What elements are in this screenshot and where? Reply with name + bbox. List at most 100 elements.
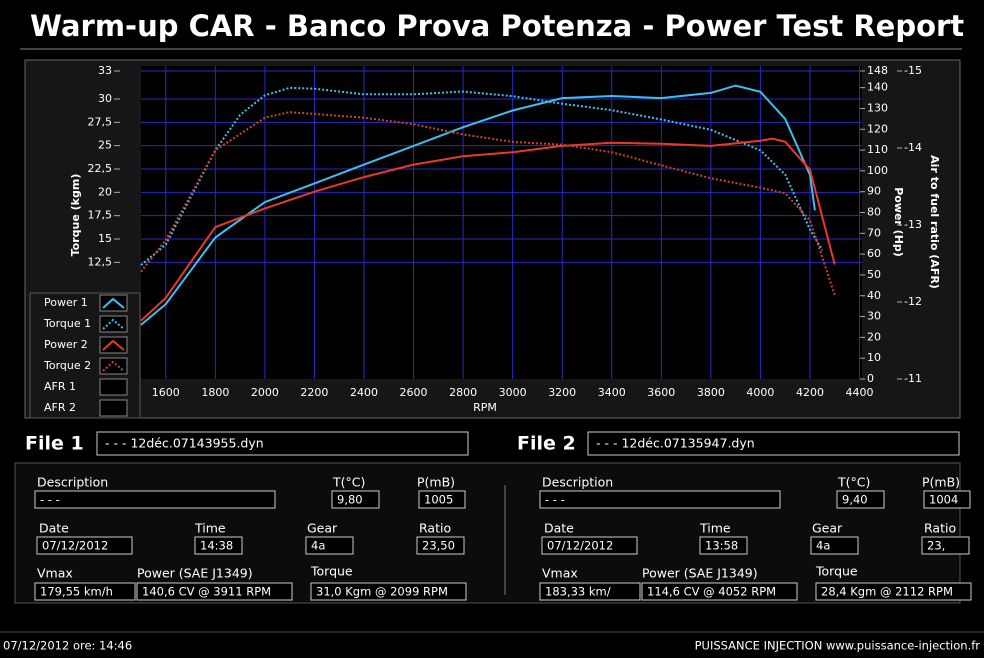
legend-swatch	[99, 378, 128, 396]
y2-tick-label: 50	[867, 268, 881, 281]
series-line	[140, 84, 816, 326]
y2-tick-label: 40	[867, 289, 881, 302]
y2-tick-label: 0	[867, 372, 874, 385]
field-label: Date	[39, 521, 69, 536]
field-box	[34, 490, 276, 509]
field-label: T(°C)	[837, 475, 870, 490]
legend	[29, 292, 141, 419]
y2-tick-label: 120	[867, 122, 888, 135]
field-value: 23,	[927, 539, 945, 553]
y-tick-label: 30	[98, 92, 112, 105]
field-box	[815, 582, 972, 601]
field-value: 140,6 CV @ 3911 RPM	[142, 585, 271, 599]
field-label: Torque	[310, 564, 353, 579]
y-tick-label: 22,5	[88, 162, 113, 175]
legend-swatch	[99, 357, 128, 375]
field-value: 07/12/2012	[42, 539, 108, 553]
x-tick-label: 2800	[449, 386, 477, 399]
field-box	[194, 536, 243, 555]
info-panel	[14, 462, 961, 604]
report-title: Warm-up CAR - Banco Prova Potenza - Powe…	[30, 9, 964, 43]
field-box	[921, 536, 970, 555]
field-box	[331, 490, 380, 509]
field-label: Time	[194, 521, 226, 536]
legend-swatch	[99, 399, 128, 417]
legend-swatch	[99, 336, 128, 354]
field-box	[34, 582, 136, 601]
y-tick-label: 20	[98, 185, 112, 198]
field-value: 23,50	[422, 539, 455, 553]
field-value: - - -	[40, 493, 60, 507]
y2-tick-label: 90	[867, 185, 881, 198]
y2-tick-label: 110	[867, 143, 888, 156]
field-value: 9,80	[337, 493, 363, 507]
field-box	[539, 490, 781, 509]
field-box	[418, 490, 466, 509]
legend-icon	[102, 360, 125, 372]
field-label: Description	[37, 475, 108, 490]
field-value: 1005	[424, 493, 453, 507]
x-tick-label: 4200	[796, 386, 824, 399]
x-tick-label: 2600	[400, 386, 428, 399]
field-label: Ratio	[419, 521, 451, 536]
x-tick-label: 4000	[746, 386, 774, 399]
file-name-box	[96, 431, 469, 456]
field-box	[641, 582, 798, 601]
legend-icon	[102, 339, 125, 351]
field-value: 114,6 CV @ 4052 RPM	[647, 585, 776, 599]
file-name: - - - 12déc.07143955.dyn	[105, 436, 264, 451]
footer-left: 07/12/2012 ore: 14:46	[3, 639, 132, 653]
field-label: P(mB)	[417, 475, 455, 490]
field-label: Vmax	[37, 566, 73, 581]
y2-tick-label: 60	[867, 247, 881, 260]
file-label: File 1	[25, 433, 84, 455]
footer-right: PUISSANCE INJECTION www.puissance-inject…	[695, 639, 981, 653]
y-tick-label: 12,5	[88, 255, 113, 268]
y2-tick-label: 100	[867, 164, 888, 177]
field-value: 183,33 km/	[545, 585, 611, 599]
y2-tick-label: 148	[867, 64, 888, 77]
x-tick-label: 1600	[152, 386, 180, 399]
legend-icon	[102, 297, 125, 309]
y3-tick-label: -15	[904, 64, 922, 77]
field-value: - - -	[545, 493, 565, 507]
y-tick-label: 33	[98, 64, 112, 77]
field-label: Gear	[307, 521, 338, 536]
field-value: 4a	[311, 539, 325, 553]
legend-label: Power 2	[44, 338, 88, 351]
legend-label: Torque 2	[43, 359, 91, 372]
y2-tick-label: 30	[867, 310, 881, 323]
field-box	[416, 536, 465, 555]
x-tick-label: 3000	[499, 386, 527, 399]
y-tick-label: 17,5	[88, 209, 113, 222]
field-label: P(mB)	[922, 475, 960, 490]
field-value: 9,40	[842, 493, 868, 507]
field-box	[541, 536, 638, 555]
field-label: Power (SAE J1349)	[642, 566, 758, 581]
field-box	[810, 536, 859, 555]
x-tick-label: 3800	[697, 386, 725, 399]
field-value: 179,55 km/h	[40, 585, 113, 599]
field-value: 31,0 Kgm @ 2099 RPM	[316, 585, 448, 599]
field-label: Torque	[815, 564, 858, 579]
y3-tick-label: -14	[904, 141, 922, 154]
y2-tick-label: 80	[867, 206, 881, 219]
x-tick-label: 4400	[846, 386, 874, 399]
x-tick-label: 2000	[251, 386, 279, 399]
legend-icon	[102, 318, 125, 330]
x-tick-label: 3400	[598, 386, 626, 399]
y2-tick-label: 10	[867, 351, 881, 364]
x-tick-label: 2400	[350, 386, 378, 399]
legend-label: Power 1	[44, 296, 88, 309]
y2-tick-label: 20	[867, 330, 881, 343]
field-value: 4a	[816, 539, 830, 553]
legend-label: AFR 1	[44, 380, 76, 393]
series-line	[140, 111, 836, 296]
field-value: 13:58	[705, 539, 738, 553]
y2-tick-label: 70	[867, 226, 881, 239]
y3-tick-label: -13	[904, 218, 922, 231]
field-value: 28,4 Kgm @ 2112 RPM	[821, 585, 953, 599]
field-label: Date	[544, 521, 574, 536]
